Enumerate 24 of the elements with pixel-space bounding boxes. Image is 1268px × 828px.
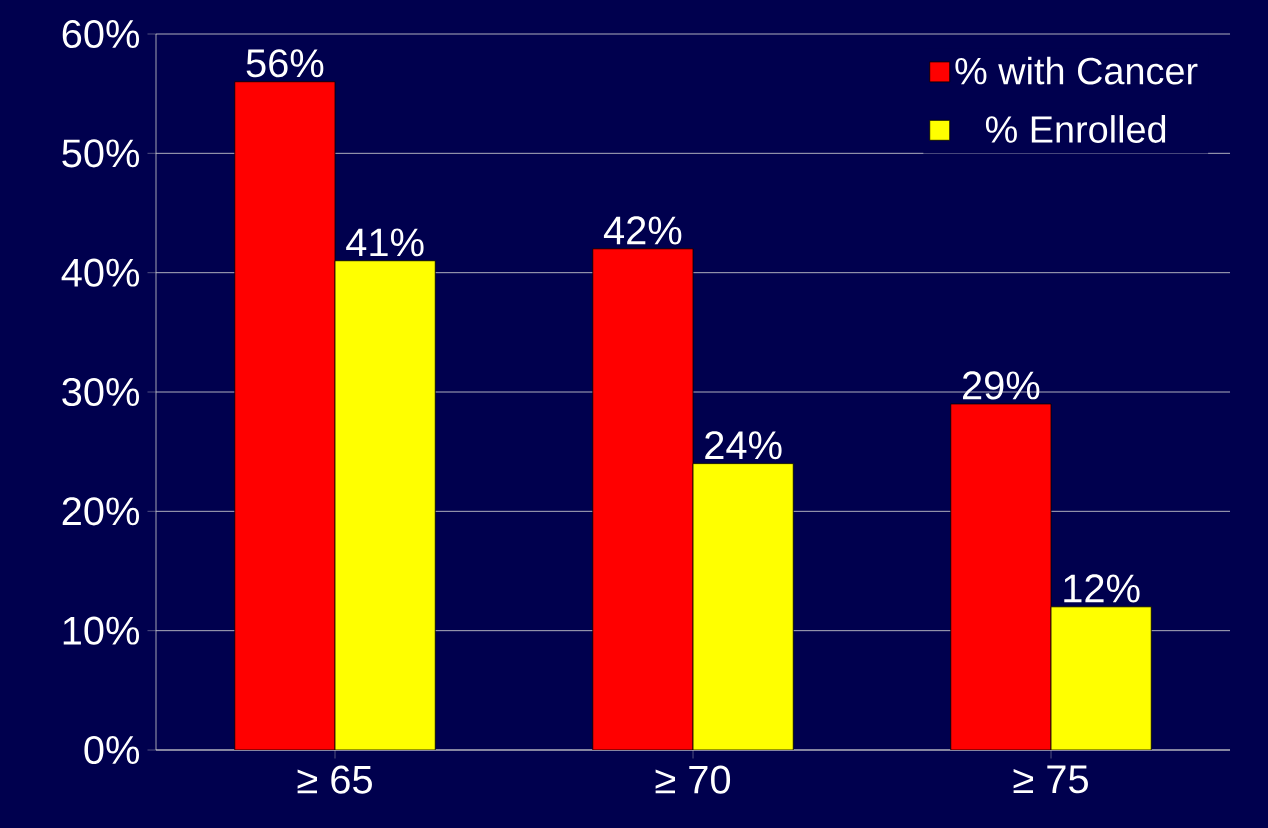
data-label: 12% bbox=[1064, 574, 1140, 603]
y-tick-label: 40% bbox=[61, 258, 140, 287]
y-tick-label: 50% bbox=[62, 139, 140, 168]
y-tick-label: 60% bbox=[62, 19, 140, 49]
legend-label: % Enrolled bbox=[985, 115, 1166, 143]
bar bbox=[592, 248, 694, 750]
x-tick-label: ≥ 70 bbox=[655, 765, 731, 794]
bar bbox=[234, 81, 336, 750]
data-label: 24% bbox=[705, 431, 782, 460]
y-tick-label: 10% bbox=[63, 616, 140, 645]
data-label: 42% bbox=[603, 216, 682, 245]
y-tick-label: 20% bbox=[62, 497, 140, 526]
data-label: 41% bbox=[346, 228, 424, 257]
y-tick-label: 30% bbox=[62, 377, 140, 407]
bar bbox=[692, 463, 794, 750]
x-tick-label: ≥ 75 bbox=[1013, 765, 1088, 794]
bar bbox=[950, 403, 1052, 750]
bar bbox=[1050, 606, 1152, 750]
data-label: 56% bbox=[246, 49, 324, 78]
legend-label: % with Cancer bbox=[955, 56, 1198, 85]
x-tick-label: ≥ 65 bbox=[297, 765, 372, 794]
data-label: 29% bbox=[963, 371, 1040, 400]
bar bbox=[334, 260, 436, 750]
y-tick-label: 0% bbox=[84, 735, 140, 765]
